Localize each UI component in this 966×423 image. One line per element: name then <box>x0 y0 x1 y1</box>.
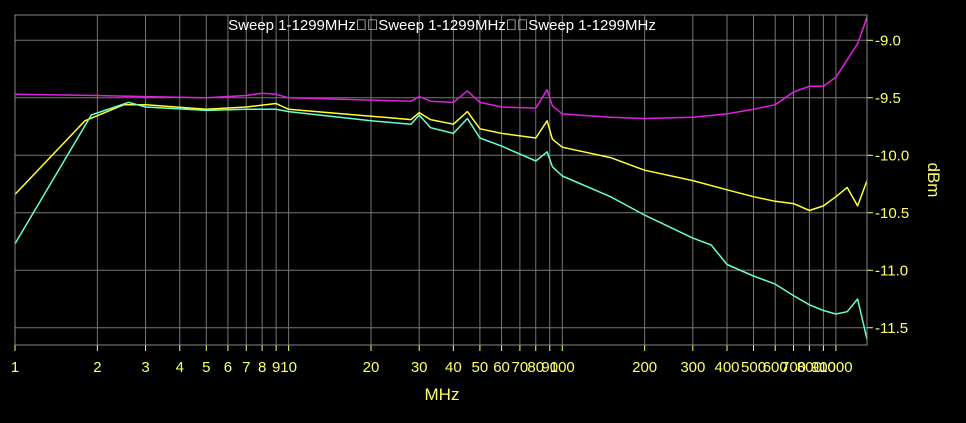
x-tick-label: 300 <box>680 359 705 376</box>
x-tick-label: 10 <box>280 359 297 376</box>
y-tick-label: -10.5 <box>875 205 909 222</box>
x-tick-label: 600 <box>763 359 788 376</box>
series-line-1 <box>14 17 868 120</box>
x-tick-label: 50 <box>472 359 489 376</box>
y-axis-label: dBm <box>924 163 943 198</box>
x-tick-label: 3 <box>141 359 149 376</box>
x-tick-label: 1000 <box>819 359 852 376</box>
y-tick-label: -11.0 <box>875 262 908 279</box>
x-tick-label: 7 <box>242 359 250 376</box>
x-tick-label: 90 <box>541 359 558 376</box>
x-tick-label: 5 <box>202 359 210 376</box>
x-tick-label: 1 <box>11 359 19 376</box>
series-lines <box>14 17 868 340</box>
x-tick-label: 100 <box>550 359 575 376</box>
chart-title: Sweep 1-1299MHz  Sweep 1-1299MHz  Sweep … <box>228 17 656 34</box>
x-tick-label: 8 <box>258 359 266 376</box>
x-tick-label: 800 <box>797 359 822 376</box>
x-tick-label: 30 <box>411 359 428 376</box>
x-tick-label: 6 <box>224 359 232 376</box>
x-tick-label: 9 <box>272 359 280 376</box>
x-tick-label: 70 <box>512 359 529 376</box>
x-tick-label: 900 <box>811 359 836 376</box>
x-tick-label: 40 <box>445 359 462 376</box>
x-tick-label: 500 <box>741 359 766 376</box>
plot-background <box>15 15 867 345</box>
series-line-2 <box>14 102 868 212</box>
x-tick-label: 60 <box>493 359 510 376</box>
x-tick-label: 700 <box>781 359 806 376</box>
x-tick-label: 400 <box>715 359 740 376</box>
plot-frame <box>14 14 868 346</box>
grid <box>14 15 873 351</box>
y-tick-label: -9.5 <box>875 90 901 107</box>
y-tick-label: -9.0 <box>875 32 901 49</box>
x-tick-label: 4 <box>176 359 184 376</box>
x-axis-label: MHz <box>425 385 460 404</box>
x-tick-label: 20 <box>363 359 380 376</box>
x-tick-label: 80 <box>527 359 544 376</box>
x-tick-label: 2 <box>93 359 101 376</box>
y-tick-label: -11.5 <box>875 320 908 337</box>
series-line-3 <box>14 101 868 340</box>
y-tick-labels: -9.0 -9.5 -10.0 -10.5 -11.0 -11.5 <box>875 32 909 336</box>
x-tick-label: 200 <box>632 359 657 376</box>
y-tick-label: -10.0 <box>875 147 909 164</box>
